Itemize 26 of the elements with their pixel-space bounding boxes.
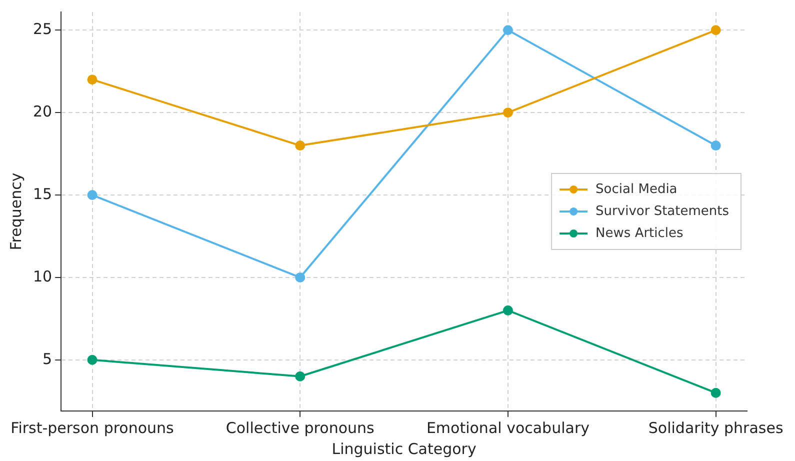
y-tick-label: 5: [42, 350, 52, 368]
point: [295, 140, 306, 151]
x-tick-label: First-person pronouns: [10, 418, 174, 437]
x-tick-label: Solidarity phrases: [648, 418, 784, 437]
point: [710, 388, 721, 398]
y-axis-title: Frequency: [6, 172, 25, 250]
legend-label: News Articles: [596, 226, 684, 241]
point: [295, 272, 306, 282]
y-tick-label: 15: [32, 184, 52, 203]
y-tick-label: 10: [32, 267, 52, 286]
point: [710, 25, 721, 36]
point: [295, 371, 306, 382]
point: [502, 25, 513, 36]
point: [502, 108, 513, 118]
legend-label: Social Media: [596, 182, 678, 197]
point: [87, 354, 98, 365]
y-tick-label: 25: [32, 20, 52, 38]
point: [710, 140, 721, 151]
point: [502, 305, 513, 316]
point: [87, 190, 98, 200]
x-tick-label: Emotional vocabulary: [426, 418, 590, 437]
x-tick-label: Collective pronouns: [226, 418, 375, 437]
y-tick-label: 20: [32, 102, 52, 120]
x-axis-title: Linguistic Category: [332, 440, 476, 458]
point: [87, 74, 98, 85]
legend-label: Survivor Statements: [596, 204, 730, 219]
